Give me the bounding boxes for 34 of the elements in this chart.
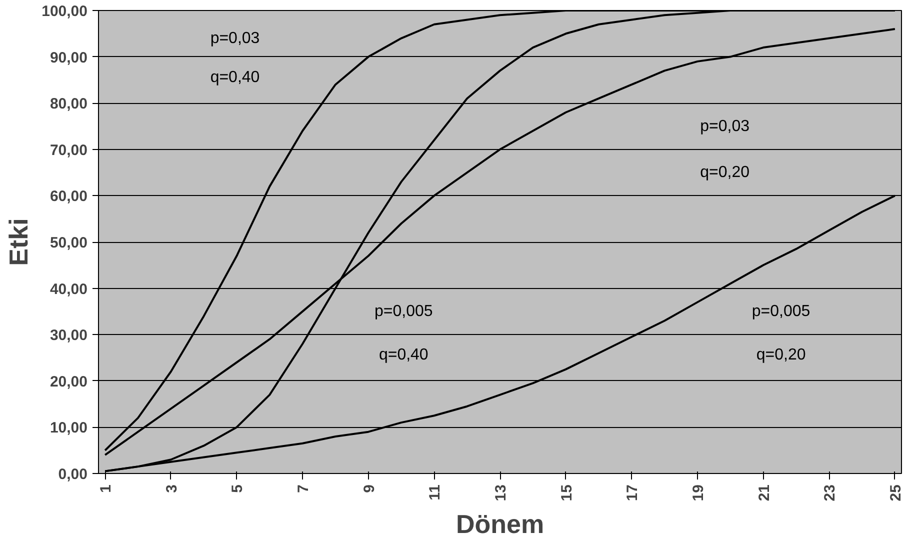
x-tick-label: 11: [426, 484, 444, 500]
x-tick-label: 19: [690, 484, 707, 502]
annotation: p=0,03: [700, 118, 750, 135]
x-tick-label: 23: [822, 484, 839, 502]
annotation: p=0,005: [752, 302, 810, 320]
annotation: q=0,40: [210, 69, 260, 86]
x-tick-label: 15: [558, 484, 576, 502]
x-tick-label: 17: [624, 484, 642, 502]
y-tick-label: 20,00: [50, 373, 88, 390]
x-tick-label: 1: [98, 484, 115, 493]
y-tick-label: 90,00: [50, 49, 88, 66]
annotation: q=0,20: [756, 346, 806, 364]
y-axis-title: Etki: [4, 218, 34, 266]
annotation: q=0,20: [700, 164, 750, 182]
y-tick-label: 80,00: [50, 96, 88, 113]
y-tick-label: 50,00: [50, 234, 88, 252]
annotation: q=0,40: [378, 346, 428, 364]
x-tick-label: 21: [756, 484, 773, 502]
x-tick-label: 5: [229, 484, 246, 493]
annotation: p=0,005: [374, 302, 433, 320]
y-tick-label: 10,00: [50, 420, 88, 437]
y-tick-label: 60,00: [50, 188, 88, 206]
y-tick-label: 30,00: [50, 327, 88, 344]
x-tick-label: 3: [163, 484, 180, 493]
x-axis-title: Dönem: [456, 509, 544, 540]
y-tick-label: 40,00: [50, 280, 88, 298]
x-tick-label: 9: [360, 484, 378, 493]
x-tick-label: 25: [887, 484, 904, 502]
x-tick-label: 7: [295, 484, 312, 493]
x-tick-label: 13: [492, 484, 510, 502]
y-tick-label: 0,00: [58, 466, 88, 483]
y-tick-label: 100,00: [42, 3, 88, 20]
annotation: p=0,03: [210, 30, 260, 47]
y-tick-label: 70,00: [50, 142, 88, 159]
